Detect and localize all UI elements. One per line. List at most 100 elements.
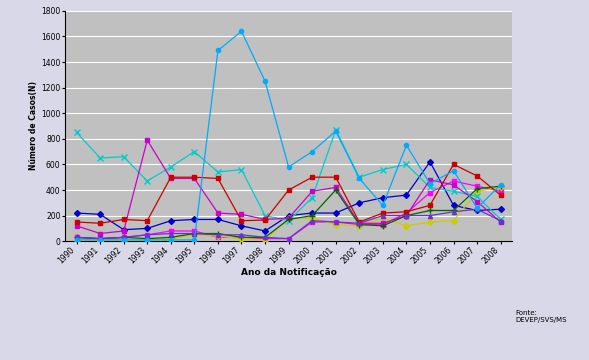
SÃO PAULO <box>144 233 151 237</box>
BAHIA <box>332 188 339 192</box>
SÃO PAULO <box>474 207 481 211</box>
SÃO PAULO <box>97 237 104 241</box>
MATO GROSSO DO SUL <box>332 129 339 133</box>
Line: TOCANTINS: TOCANTINS <box>74 185 503 243</box>
CEARÁ <box>191 175 198 179</box>
MATO GROSSO DO SUL <box>191 238 198 242</box>
BAHIA <box>450 208 457 213</box>
MINAS GERAIS <box>73 211 80 215</box>
CEARÁ <box>167 175 174 179</box>
MINAS GERAIS <box>97 212 104 216</box>
CEARÁ <box>238 219 245 223</box>
Line: MATO GROSSO DO SUL: MATO GROSSO DO SUL <box>74 29 503 242</box>
MINAS GERAIS <box>191 217 198 222</box>
BAHIA <box>309 213 316 218</box>
MARANHÃO <box>262 213 269 218</box>
SÃO PAULO <box>356 221 363 225</box>
SÃO PAULO <box>285 237 292 241</box>
TOCANTINS <box>191 233 198 237</box>
BAHIA <box>144 237 151 241</box>
PARÁ <box>238 235 245 239</box>
TOCANTINS <box>379 216 386 220</box>
MARANHÃO <box>285 219 292 223</box>
Text: Fonte:
DEVEP/SVS/MS: Fonte: DEVEP/SVS/MS <box>515 310 567 323</box>
PARÁ <box>214 235 221 239</box>
PARÁ <box>379 222 386 227</box>
MATO GROSSO DO SUL <box>497 183 504 187</box>
SÃO PAULO <box>214 233 221 237</box>
CEARÁ <box>474 174 481 178</box>
CEARÁ <box>497 193 504 197</box>
MINAS GERAIS <box>214 217 221 222</box>
TOCANTINS <box>332 222 339 227</box>
CEARÁ <box>214 176 221 181</box>
TOCANTINS <box>214 234 221 238</box>
MATO GROSSO DO SUL <box>262 79 269 84</box>
TOCANTINS <box>356 224 363 228</box>
MARANHÃO <box>120 154 127 159</box>
BAHIA <box>403 213 410 218</box>
CEARÁ <box>332 175 339 179</box>
BAHIA <box>97 237 104 241</box>
PIAUÍ <box>379 221 386 225</box>
PIAUÍ <box>497 220 504 224</box>
MINAS GERAIS <box>285 213 292 218</box>
MARANHÃO <box>332 128 339 132</box>
Line: MINAS GERAIS: MINAS GERAIS <box>74 160 503 233</box>
MATO GROSSO DO SUL <box>214 48 221 53</box>
MINAS GERAIS <box>167 219 174 223</box>
MATO GROSSO DO SUL <box>450 168 457 173</box>
MINAS GERAIS <box>497 207 504 211</box>
BAHIA <box>120 235 127 239</box>
SÃO PAULO <box>191 231 198 236</box>
TOCANTINS <box>426 220 434 224</box>
PIAUÍ <box>474 199 481 204</box>
PARÁ <box>120 235 127 239</box>
TOCANTINS <box>120 238 127 242</box>
MARANHÃO <box>356 175 363 179</box>
MINAS GERAIS <box>120 228 127 232</box>
CEARÁ <box>379 211 386 215</box>
MARANHÃO <box>73 130 80 135</box>
PIAUÍ <box>238 212 245 216</box>
MINAS GERAIS <box>144 226 151 230</box>
MARANHÃO <box>497 217 504 222</box>
PIAUÍ <box>332 185 339 190</box>
TOCANTINS <box>474 189 481 193</box>
BAHIA <box>474 186 481 191</box>
Line: PARÁ: PARÁ <box>74 179 503 241</box>
MATO GROSSO DO SUL <box>474 206 481 210</box>
Line: BAHIA: BAHIA <box>74 183 504 242</box>
MINAS GERAIS <box>332 211 339 215</box>
MATO GROSSO DO SUL <box>167 238 174 242</box>
PARÁ <box>309 220 316 224</box>
PIAUÍ <box>426 177 434 182</box>
PIAUÍ <box>144 138 151 142</box>
PIAUÍ <box>356 221 363 225</box>
SÃO PAULO <box>238 233 245 237</box>
Y-axis label: Número de Casos(N): Número de Casos(N) <box>29 81 38 171</box>
PARÁ <box>450 179 457 183</box>
PARÁ <box>262 237 269 241</box>
TOCANTINS <box>73 238 80 242</box>
TOCANTINS <box>144 237 151 242</box>
SÃO PAULO <box>403 213 410 218</box>
MARANHÃO <box>403 162 410 167</box>
SÃO PAULO <box>426 213 434 218</box>
PARÁ <box>474 184 481 188</box>
TOCANTINS <box>497 185 504 190</box>
TOCANTINS <box>238 237 245 241</box>
X-axis label: Ano da Notificação: Ano da Notificação <box>241 268 336 277</box>
CEARÁ <box>309 175 316 179</box>
MATO GROSSO DO SUL <box>285 165 292 169</box>
PIAUÍ <box>191 176 198 181</box>
MATO GROSSO DO SUL <box>73 238 80 242</box>
SÃO PAULO <box>332 220 339 224</box>
BAHIA <box>238 235 245 239</box>
MATO GROSSO DO SUL <box>309 149 316 154</box>
Line: CEARÁ: CEARÁ <box>74 162 503 225</box>
MINAS GERAIS <box>309 211 316 215</box>
MATO GROSSO DO SUL <box>144 238 151 242</box>
PARÁ <box>191 229 198 233</box>
BAHIA <box>167 235 174 239</box>
